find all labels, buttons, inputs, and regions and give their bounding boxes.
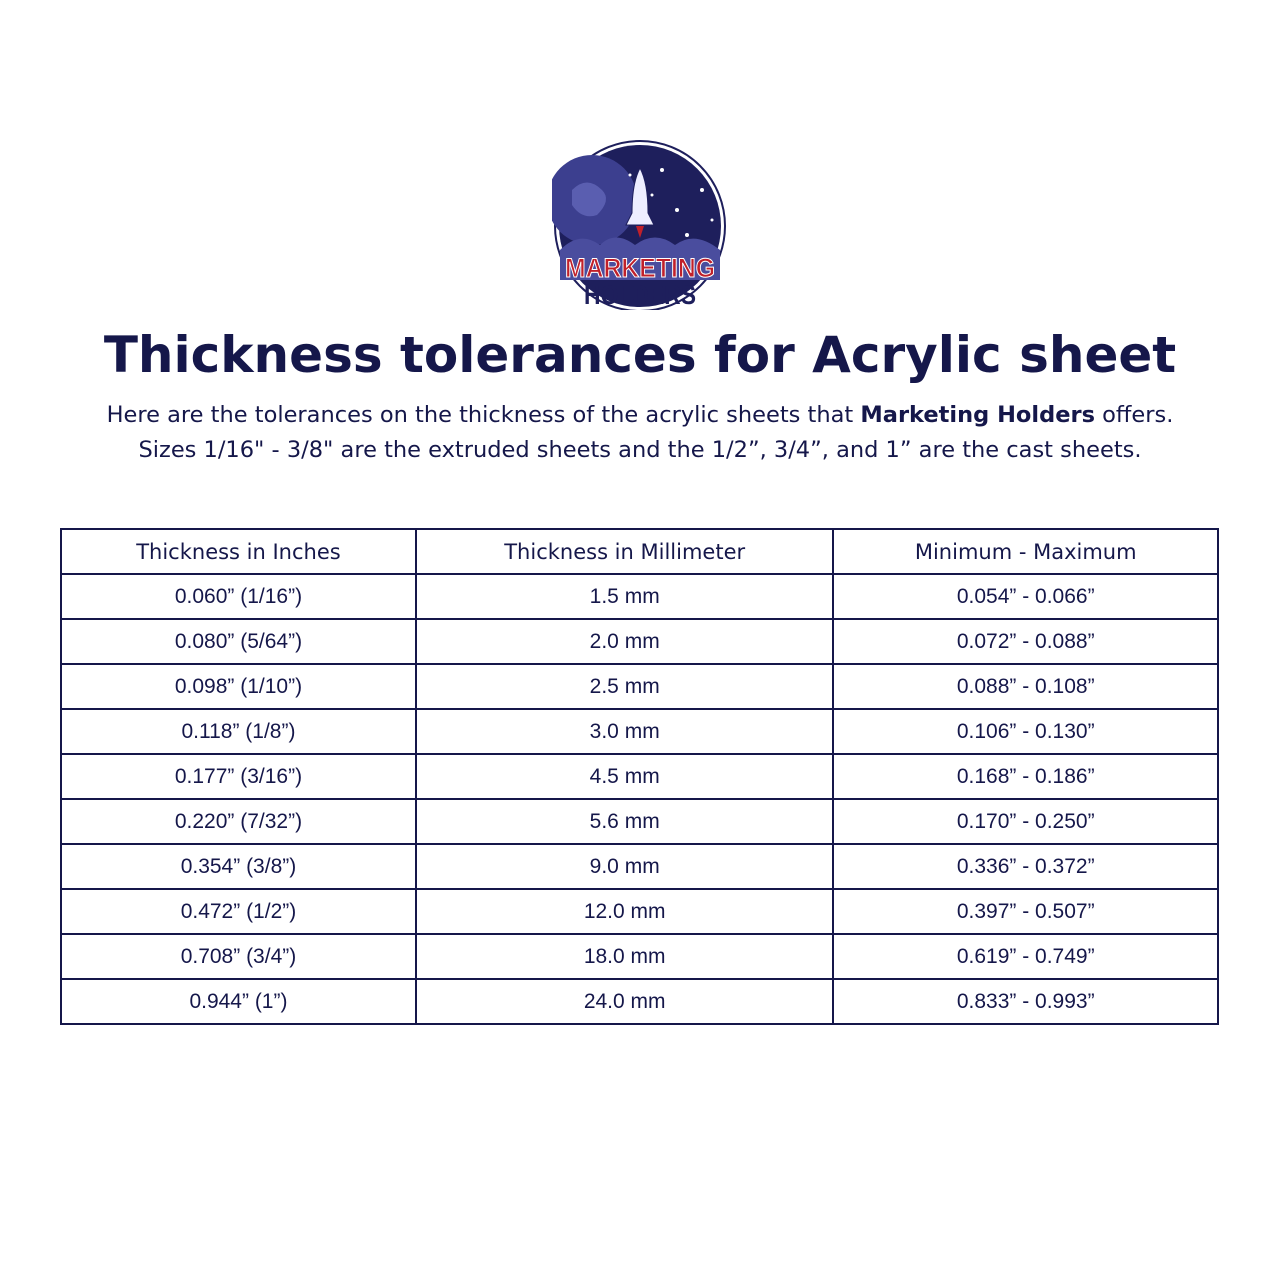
cell-millimeter: 2.5 mm xyxy=(414,663,835,710)
cell-millimeter: 5.6 mm xyxy=(414,798,835,845)
header-min-max: Minimum - Maximum xyxy=(832,528,1219,575)
cell-min-max: 0.397” - 0.507” xyxy=(832,888,1219,935)
intro-line-2: Sizes 1/16" - 3/8" are the extruded shee… xyxy=(138,437,1142,463)
logo-text-holders: HOLDERS xyxy=(584,280,696,310)
table-row: 0.708” (3/4”) 18.0 mm 0.619” - 0.749” xyxy=(60,933,1219,980)
cell-inches: 0.220” (7/32”) xyxy=(60,798,417,845)
tolerance-table: Thickness in Inches Thickness in Millime… xyxy=(60,528,1219,1025)
intro-text-end: offers. xyxy=(1094,402,1174,428)
cell-millimeter: 9.0 mm xyxy=(414,843,835,890)
cell-millimeter: 4.5 mm xyxy=(414,753,835,800)
cell-min-max: 0.088” - 0.108” xyxy=(832,663,1219,710)
cell-inches: 0.177” (3/16”) xyxy=(60,753,417,800)
cell-min-max: 0.833” - 0.993” xyxy=(832,978,1219,1025)
intro-line-1: Here are the tolerances on the thickness… xyxy=(0,398,1280,433)
marketing-holders-logo: MARKETING HOLDERS xyxy=(547,140,728,312)
cell-inches: 0.708” (3/4”) xyxy=(60,933,417,980)
cell-millimeter: 24.0 mm xyxy=(414,978,835,1025)
table-row: 0.177” (3/16”) 4.5 mm 0.168” - 0.186” xyxy=(60,753,1219,800)
intro-text-start: Here are the tolerances on the thickness… xyxy=(106,402,861,428)
table-header-row: Thickness in Inches Thickness in Millime… xyxy=(60,528,1219,575)
header-inches: Thickness in Inches xyxy=(60,528,417,575)
cell-min-max: 0.054” - 0.066” xyxy=(832,573,1219,620)
cell-min-max: 0.106” - 0.130” xyxy=(832,708,1219,755)
cell-min-max: 0.336” - 0.372” xyxy=(832,843,1219,890)
cell-inches: 0.118” (1/8”) xyxy=(60,708,417,755)
table-row: 0.098” (1/10”) 2.5 mm 0.088” - 0.108” xyxy=(60,663,1219,710)
cell-inches: 0.354” (3/8”) xyxy=(60,843,417,890)
cell-inches: 0.080” (5/64”) xyxy=(60,618,417,665)
table-row: 0.354” (3/8”) 9.0 mm 0.336” - 0.372” xyxy=(60,843,1219,890)
logo-text-marketing: MARKETING xyxy=(565,253,715,283)
cell-millimeter: 2.0 mm xyxy=(414,618,835,665)
table-row: 0.944” (1”) 24.0 mm 0.833” - 0.993” xyxy=(60,978,1219,1025)
cell-min-max: 0.619” - 0.749” xyxy=(832,933,1219,980)
cell-millimeter: 3.0 mm xyxy=(414,708,835,755)
brand-name: Marketing Holders xyxy=(860,402,1095,428)
cell-inches: 0.472” (1/2”) xyxy=(60,888,417,935)
cell-millimeter: 1.5 mm xyxy=(414,573,835,620)
table-row: 0.118” (1/8”) 3.0 mm 0.106” - 0.130” xyxy=(60,708,1219,755)
cell-inches: 0.060” (1/16”) xyxy=(60,573,417,620)
cell-min-max: 0.168” - 0.186” xyxy=(832,753,1219,800)
cell-millimeter: 12.0 mm xyxy=(414,888,835,935)
table-row: 0.220” (7/32”) 5.6 mm 0.170” - 0.250” xyxy=(60,798,1219,845)
table-row: 0.472” (1/2”) 12.0 mm 0.397” - 0.507” xyxy=(60,888,1219,935)
cell-millimeter: 18.0 mm xyxy=(414,933,835,980)
cell-min-max: 0.072” - 0.088” xyxy=(832,618,1219,665)
cell-inches: 0.098” (1/10”) xyxy=(60,663,417,710)
cell-min-max: 0.170” - 0.250” xyxy=(832,798,1219,845)
table-row: 0.080” (5/64”) 2.0 mm 0.072” - 0.088” xyxy=(60,618,1219,665)
cell-inches: 0.944” (1”) xyxy=(60,978,417,1025)
table-row: 0.060” (1/16”) 1.5 mm 0.054” - 0.066” xyxy=(60,573,1219,620)
page-title: Thickness tolerances for Acrylic sheet xyxy=(103,326,1177,384)
header-millimeter: Thickness in Millimeter xyxy=(414,528,835,575)
intro-text: Here are the tolerances on the thickness… xyxy=(0,398,1280,468)
